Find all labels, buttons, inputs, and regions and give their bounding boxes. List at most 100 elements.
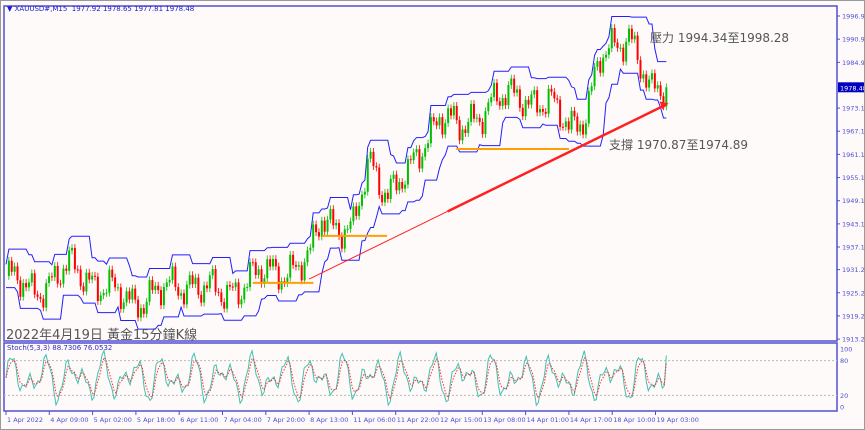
time-tick-label: 7 Apr 04:00 (224, 416, 262, 424)
candle (616, 42, 619, 48)
main-plot-frame (3, 5, 838, 342)
candle (490, 97, 493, 103)
candle (639, 60, 642, 79)
candle (197, 277, 200, 295)
candle (587, 91, 590, 124)
candle (424, 148, 427, 157)
time-tick-label: 5 Apr 02:00 (94, 416, 132, 424)
candle (501, 98, 504, 106)
candle (309, 247, 312, 251)
candle (642, 74, 645, 79)
candle (231, 286, 234, 288)
candle (544, 111, 547, 114)
candle (487, 102, 490, 112)
candle (665, 87, 668, 107)
candle (168, 280, 171, 283)
candle (76, 269, 79, 271)
candle (372, 151, 375, 167)
price-tick-label: 1955.10 (842, 174, 865, 182)
candle (68, 250, 71, 271)
candle (177, 287, 180, 296)
candle (338, 223, 341, 237)
candle (570, 110, 573, 130)
candle (99, 295, 102, 302)
candle (79, 269, 82, 287)
candle (429, 117, 432, 144)
candle (590, 86, 593, 92)
candle (317, 232, 320, 237)
candle (56, 265, 59, 284)
time-tick-label: 4 Apr 09:00 (50, 416, 88, 424)
candle (507, 85, 510, 106)
time-tick-label: 19 Apr 03:00 (657, 416, 699, 424)
candle (484, 111, 487, 135)
candle (122, 302, 125, 309)
candle (421, 156, 424, 169)
candle (277, 266, 280, 290)
candle (13, 266, 16, 272)
candle (62, 268, 65, 284)
price-tick-label: 1937.10 (842, 244, 865, 252)
candle (395, 174, 398, 191)
price-tick-label: 1973.10 (842, 105, 865, 113)
candle (650, 73, 653, 80)
candle (25, 283, 28, 288)
candle (521, 107, 524, 117)
candle (274, 259, 277, 267)
candle (452, 105, 455, 116)
candle (450, 108, 453, 116)
candle (315, 224, 318, 233)
ohlc-values: 1977.92 1978.65 1977.81 1978.48 (71, 5, 195, 13)
candle (406, 159, 409, 185)
candle (111, 269, 114, 278)
candle (648, 79, 651, 88)
candle (444, 123, 447, 135)
price-tick-label: 1967.10 (842, 128, 865, 136)
candle (633, 35, 636, 40)
candle (145, 301, 148, 314)
collapse-arrow-icon[interactable]: ▼ (7, 5, 15, 13)
candle (645, 74, 648, 88)
candle (576, 116, 579, 132)
candle (280, 281, 283, 290)
candle (481, 121, 484, 135)
time-tick-label: 12 Apr 15:00 (440, 416, 482, 424)
stoch-level-label: 100 (840, 346, 852, 354)
candle (211, 269, 214, 276)
candle (251, 262, 254, 264)
candle (208, 275, 211, 289)
candle (366, 158, 369, 192)
candle (257, 269, 260, 275)
candle (128, 291, 131, 300)
candle (539, 109, 542, 113)
candle (108, 269, 111, 293)
stoch-signal-line (5, 356, 667, 400)
price-tick-label: 1961.10 (842, 151, 865, 159)
stoch-level-label: 80 (840, 357, 848, 365)
candle (599, 61, 602, 73)
candle (378, 167, 381, 195)
candle (134, 288, 137, 300)
candle (289, 254, 292, 278)
candle (504, 98, 507, 106)
candle (418, 149, 421, 169)
candle (593, 66, 596, 87)
candle (358, 205, 361, 216)
candle (513, 78, 516, 93)
candle (171, 266, 174, 281)
candle (567, 121, 570, 130)
time-tick-label: 1 Apr 2022 (7, 416, 43, 424)
candle (475, 117, 478, 119)
candle (151, 280, 154, 291)
candle (226, 285, 229, 309)
candle (254, 262, 257, 275)
candle (467, 121, 470, 134)
candle (36, 294, 39, 297)
candle (447, 108, 450, 124)
candle (48, 276, 51, 284)
candle (33, 273, 36, 295)
candle (191, 275, 194, 285)
candle (630, 28, 633, 40)
